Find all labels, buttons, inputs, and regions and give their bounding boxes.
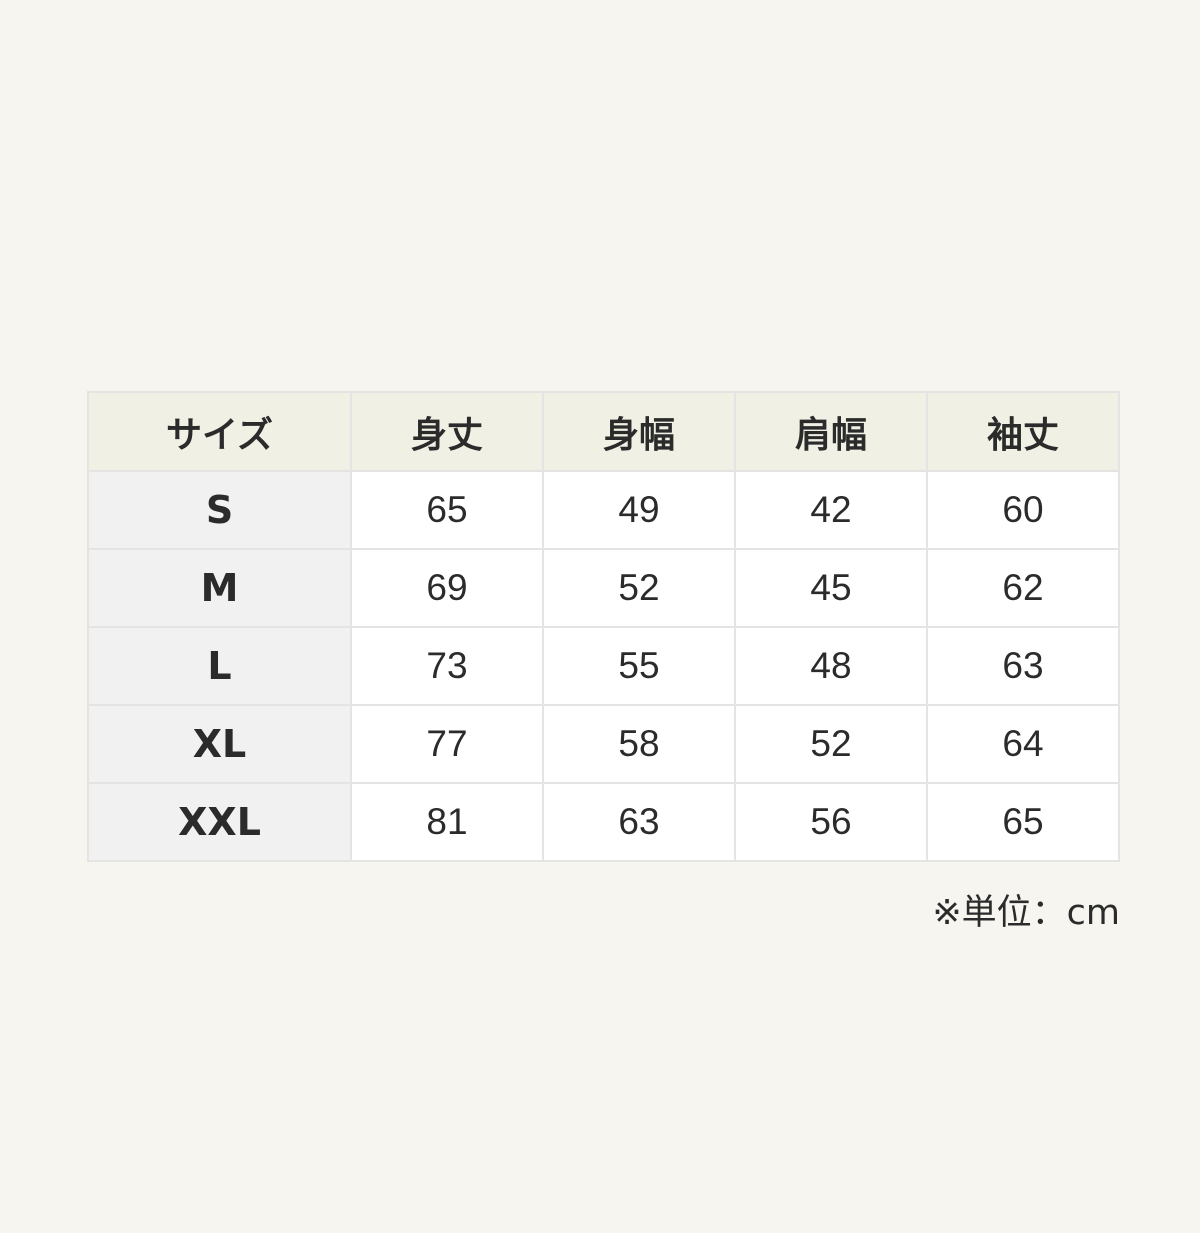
measurement-cell: 63 bbox=[542, 782, 736, 862]
column-header: 袖丈 bbox=[926, 391, 1120, 472]
size-label: S bbox=[87, 470, 352, 550]
header-row: サイズ 身丈 身幅 肩幅 袖丈 bbox=[87, 391, 1120, 472]
measurement-cell: 52 bbox=[542, 548, 736, 628]
measurement-cell: 62 bbox=[926, 548, 1120, 628]
measurement-cell: 77 bbox=[350, 704, 544, 784]
size-label: L bbox=[87, 626, 352, 706]
table-row: S 65 49 42 60 bbox=[87, 470, 1120, 550]
table-row: L 73 55 48 63 bbox=[87, 626, 1120, 706]
measurement-cell: 64 bbox=[926, 704, 1120, 784]
column-header: 身幅 bbox=[542, 391, 736, 472]
measurement-cell: 73 bbox=[350, 626, 544, 706]
table-row: XL 77 58 52 64 bbox=[87, 704, 1120, 784]
measurement-cell: 69 bbox=[350, 548, 544, 628]
size-label: XL bbox=[87, 704, 352, 784]
column-header: 身丈 bbox=[350, 391, 544, 472]
measurement-cell: 49 bbox=[542, 470, 736, 550]
table-row: M 69 52 45 62 bbox=[87, 548, 1120, 628]
measurement-cell: 45 bbox=[734, 548, 928, 628]
measurement-cell: 65 bbox=[926, 782, 1120, 862]
size-label: XXL bbox=[87, 782, 352, 862]
measurement-cell: 42 bbox=[734, 470, 928, 550]
measurement-cell: 81 bbox=[350, 782, 544, 862]
size-label: M bbox=[87, 548, 352, 628]
measurement-cell: 60 bbox=[926, 470, 1120, 550]
measurement-cell: 56 bbox=[734, 782, 928, 862]
unit-note: ※単位：cm bbox=[932, 893, 1120, 933]
measurement-cell: 58 bbox=[542, 704, 736, 784]
measurement-cell: 55 bbox=[542, 626, 736, 706]
table-row: XXL 81 63 56 65 bbox=[87, 782, 1120, 862]
measurement-cell: 65 bbox=[350, 470, 544, 550]
size-chart-table: サイズ 身丈 身幅 肩幅 袖丈 S 65 49 42 60 M 69 52 45 62 L 73 55 48 63 X… bbox=[87, 391, 1120, 862]
measurement-cell: 63 bbox=[926, 626, 1120, 706]
column-header: 肩幅 bbox=[734, 391, 928, 472]
measurement-cell: 48 bbox=[734, 626, 928, 706]
measurement-cell: 52 bbox=[734, 704, 928, 784]
column-header: サイズ bbox=[87, 391, 352, 472]
